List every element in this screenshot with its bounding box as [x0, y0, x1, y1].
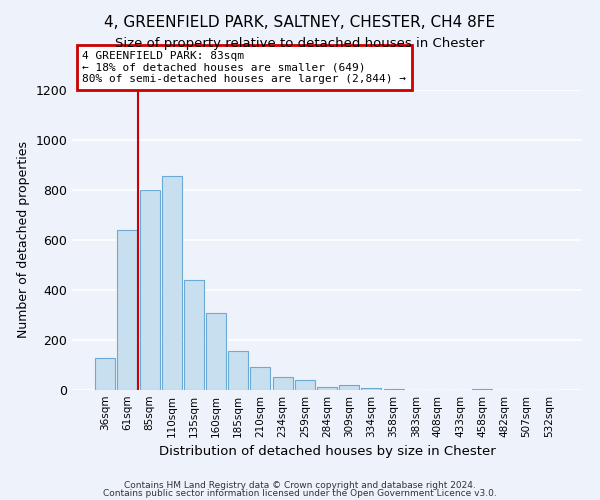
Bar — [339, 384, 359, 390]
Text: 4, GREENFIELD PARK, SALTNEY, CHESTER, CH4 8FE: 4, GREENFIELD PARK, SALTNEY, CHESTER, CH… — [104, 15, 496, 30]
Text: Contains HM Land Registry data © Crown copyright and database right 2024.: Contains HM Land Registry data © Crown c… — [124, 480, 476, 490]
Text: 4 GREENFIELD PARK: 83sqm
← 18% of detached houses are smaller (649)
80% of semi-: 4 GREENFIELD PARK: 83sqm ← 18% of detach… — [82, 51, 406, 84]
X-axis label: Distribution of detached houses by size in Chester: Distribution of detached houses by size … — [158, 446, 496, 458]
Bar — [361, 388, 382, 390]
Bar — [383, 389, 404, 390]
Bar — [250, 367, 271, 390]
Bar — [162, 176, 182, 390]
Bar — [118, 230, 137, 390]
Bar — [228, 351, 248, 390]
Bar — [272, 377, 293, 390]
Bar — [206, 312, 226, 390]
Text: Contains public sector information licensed under the Open Government Licence v3: Contains public sector information licen… — [103, 489, 497, 498]
Text: Size of property relative to detached houses in Chester: Size of property relative to detached ho… — [115, 38, 485, 51]
Bar — [95, 358, 115, 390]
Y-axis label: Number of detached properties: Number of detached properties — [17, 142, 30, 338]
Bar — [295, 380, 315, 390]
Bar — [184, 280, 204, 390]
Bar — [472, 389, 492, 390]
Bar — [317, 386, 337, 390]
Bar — [140, 190, 160, 390]
